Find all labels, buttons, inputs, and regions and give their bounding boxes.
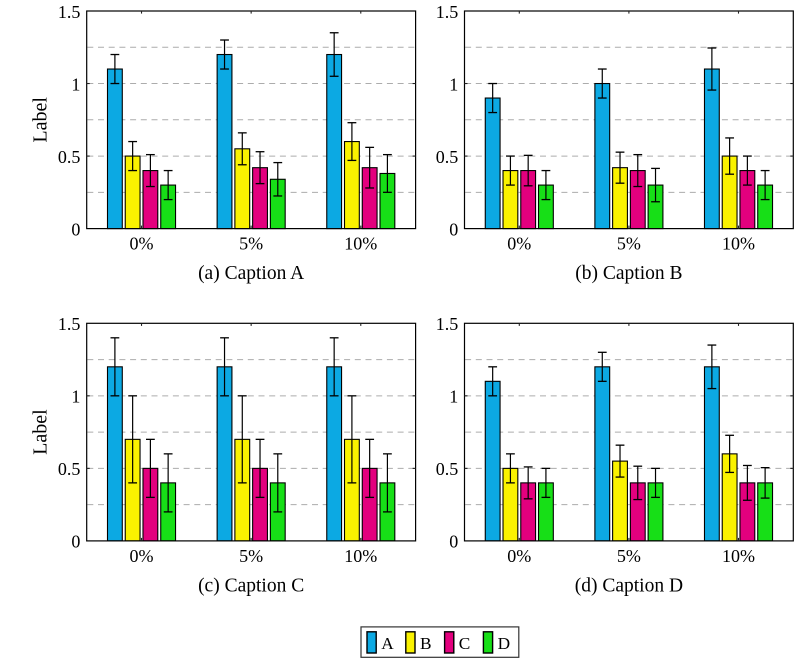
svg-text:1: 1 xyxy=(71,74,80,94)
svg-text:C: C xyxy=(459,634,471,653)
svg-text:1.5: 1.5 xyxy=(58,2,81,22)
svg-text:0: 0 xyxy=(449,219,458,239)
svg-text:0.5: 0.5 xyxy=(58,459,81,479)
svg-text:0: 0 xyxy=(71,219,80,239)
svg-text:(c) Caption C: (c) Caption C xyxy=(198,575,304,596)
svg-text:1: 1 xyxy=(71,387,80,407)
svg-text:B: B xyxy=(420,634,432,653)
svg-text:1: 1 xyxy=(449,74,458,94)
svg-text:(b) Caption B: (b) Caption B xyxy=(575,263,682,284)
svg-text:(d) Caption D: (d) Caption D xyxy=(575,575,683,596)
svg-text:0%: 0% xyxy=(130,546,154,566)
svg-text:10%: 10% xyxy=(722,546,755,566)
svg-text:1.5: 1.5 xyxy=(436,314,459,334)
svg-text:0.5: 0.5 xyxy=(58,147,81,167)
svg-text:0%: 0% xyxy=(507,546,531,566)
svg-text:5%: 5% xyxy=(239,234,263,254)
svg-text:10%: 10% xyxy=(722,234,755,254)
svg-text:0%: 0% xyxy=(507,234,531,254)
svg-text:0%: 0% xyxy=(130,234,154,254)
svg-text:D: D xyxy=(498,634,510,653)
svg-text:0.5: 0.5 xyxy=(436,147,459,167)
svg-text:Label: Label xyxy=(29,409,51,455)
svg-text:1.5: 1.5 xyxy=(58,314,81,334)
svg-text:A: A xyxy=(381,634,394,653)
svg-text:(a) Caption A: (a) Caption A xyxy=(198,263,304,284)
svg-text:1: 1 xyxy=(449,387,458,407)
svg-text:0: 0 xyxy=(449,532,458,552)
svg-text:1.5: 1.5 xyxy=(436,2,459,22)
svg-text:10%: 10% xyxy=(344,234,377,254)
svg-text:5%: 5% xyxy=(239,546,263,566)
svg-text:0.5: 0.5 xyxy=(436,459,459,479)
svg-text:Label: Label xyxy=(29,97,51,143)
svg-text:10%: 10% xyxy=(344,546,377,566)
svg-text:5%: 5% xyxy=(617,234,641,254)
svg-text:5%: 5% xyxy=(617,546,641,566)
svg-text:0: 0 xyxy=(71,532,80,552)
